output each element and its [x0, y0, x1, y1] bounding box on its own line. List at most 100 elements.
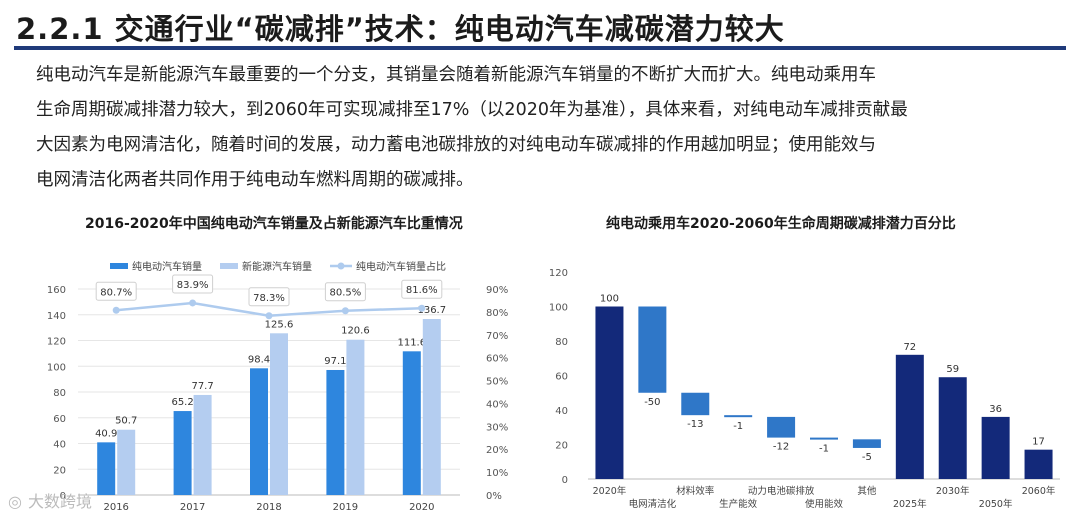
waterfall-bar: [767, 416, 796, 438]
x-tick-label: 2030年: [936, 485, 970, 497]
bar-value-label: -13: [687, 419, 703, 430]
legend-label: 新能源汽车销量: [242, 260, 312, 273]
y2-tick-label: 0%: [486, 491, 502, 502]
bar: [346, 339, 365, 495]
bar: [326, 369, 345, 495]
share-value-label: 80.5%: [330, 288, 362, 299]
x-tick-label: 2025年: [893, 498, 927, 510]
bar: [117, 429, 136, 495]
y-tick-label: 20: [555, 441, 568, 452]
bar-value-label: 17: [1032, 437, 1045, 448]
y2-tick-label: 40%: [486, 399, 508, 410]
y2-tick-label: 30%: [486, 422, 508, 433]
body-paragraph: 纯电动汽车是新能源汽车最重要的一个分支，其销量会随着新能源汽车销量的不断扩大而扩…: [36, 58, 1046, 198]
paragraph-line: 大因素为电网清洁化，随着时间的发展，动力蓄电池碳排放的对纯电动车碳减排的作用越加…: [36, 135, 876, 155]
y-tick-label: 40: [555, 406, 568, 417]
bar-value-label: -5: [862, 452, 872, 463]
share-value-label: 81.6%: [406, 285, 438, 296]
y2-tick-label: 70%: [486, 331, 508, 342]
y2-tick-label: 10%: [486, 468, 508, 479]
bar-value-label: 72: [903, 342, 916, 353]
page-title: 2.2.1 交通行业“碳减排”技术：纯电动汽车减碳潜力较大: [16, 12, 785, 46]
x-tick-label: 电网清洁化: [629, 498, 677, 510]
legend-swatch: [110, 263, 128, 269]
x-tick-label: 2016: [103, 502, 128, 513]
y-tick-label: 0: [562, 475, 568, 486]
bar-value-label: 98.4: [248, 354, 270, 365]
y2-tick-label: 50%: [486, 377, 508, 388]
waterfall-bar: [895, 354, 924, 479]
y-tick-label: 160: [47, 285, 66, 296]
y-tick-label: 120: [549, 268, 568, 279]
paragraph-line: 纯电动汽车是新能源汽车最重要的一个分支，其销量会随着新能源汽车销量的不断扩大而扩…: [36, 65, 876, 85]
paragraph-line: 生命周期碳减排潜力较大，到2060年可实现减排至17%（以2020年为基准），具…: [36, 100, 908, 120]
bar-value-label: -1: [819, 443, 829, 454]
chart2-title: 纯电动乘用车2020-2060年生命周期碳减排潜力百分比: [606, 216, 956, 232]
waterfall-bar: [810, 437, 838, 440]
watermark: ◎ 大数跨境: [8, 492, 92, 511]
bar-value-label: 65.2: [171, 397, 193, 408]
chart1-title: 2016-2020年中国纯电动汽车销量及占新能源汽车比重情况: [85, 216, 463, 232]
x-tick-label: 动力电池碳排放: [748, 485, 815, 497]
title-divider: [14, 46, 1066, 50]
bar-value-label: 100: [600, 294, 619, 305]
waterfall-bar: [595, 306, 624, 479]
share-point: [112, 306, 120, 314]
y-tick-label: 100: [549, 303, 568, 314]
waterfall-bar: [1024, 449, 1053, 479]
x-tick-label: 2020年: [593, 485, 627, 497]
bar-value-label: 40.9: [95, 428, 117, 439]
x-tick-label: 2017: [180, 502, 205, 513]
x-tick-label: 使用能效: [805, 498, 844, 510]
y2-tick-label: 20%: [486, 445, 508, 456]
bar-value-label: 36: [989, 404, 1002, 415]
bar: [173, 411, 192, 495]
waterfall-bar: [724, 415, 753, 418]
share-point: [341, 307, 349, 315]
waterfall-bar: [681, 392, 710, 416]
watermark-logo-icon: ◎: [8, 492, 22, 511]
x-tick-label: 2020: [409, 502, 434, 513]
x-tick-label: 生产能效: [719, 498, 758, 510]
legend-swatch-marker: [337, 262, 345, 270]
bar-value-label: 125.6: [265, 319, 294, 330]
share-value-label: 83.9%: [177, 280, 209, 291]
y-tick-label: 0: [60, 491, 66, 502]
legend-swatch: [220, 263, 238, 269]
y-tick-label: 120: [47, 337, 66, 348]
paragraph-line: 电网清洁化两者共同作用于纯电动车燃料周期的碳减排。: [36, 170, 474, 190]
x-tick-label: 2060年: [1022, 485, 1056, 497]
bar: [97, 442, 116, 495]
y2-tick-label: 80%: [486, 308, 508, 319]
y2-tick-label: 60%: [486, 354, 508, 365]
share-label-box: [401, 279, 443, 299]
y-tick-label: 80: [555, 337, 568, 348]
x-tick-label: 材料效率: [676, 485, 715, 497]
bar: [193, 394, 212, 495]
share-label-box: [172, 274, 214, 294]
x-tick-label: 2019: [333, 502, 358, 513]
share-point: [265, 312, 273, 320]
bar: [250, 368, 268, 495]
waterfall-chart: 0 20 40 60 80 100 120 100 2020年 -50 电网清洁化 -13 材料效率 -1…: [549, 268, 1060, 510]
share-value-label: 78.3%: [253, 293, 285, 304]
bar-value-label: 120.6: [341, 326, 370, 337]
bar: [422, 318, 441, 495]
waterfall-bar: [938, 377, 967, 479]
y-tick-label: 140: [47, 311, 66, 322]
bar-value-label: 111.6: [397, 337, 426, 348]
legend-label: 纯电动汽车销量: [132, 260, 202, 273]
bar-value-label: -1: [733, 421, 743, 432]
legend-label: 纯电动汽车销量占比: [356, 260, 446, 273]
y-tick-label: 60: [53, 414, 66, 425]
bar-value-label: 97.1: [324, 356, 346, 367]
bar-value-label: 50.7: [115, 416, 137, 427]
share-label-box: [248, 287, 290, 307]
y2-tick-label: 90%: [486, 285, 508, 296]
share-point: [189, 299, 197, 307]
waterfall-bar: [638, 306, 667, 393]
share-label-box: [95, 281, 137, 301]
bar: [402, 351, 421, 495]
bar: [270, 333, 288, 495]
waterfall-bar: [981, 416, 1010, 479]
